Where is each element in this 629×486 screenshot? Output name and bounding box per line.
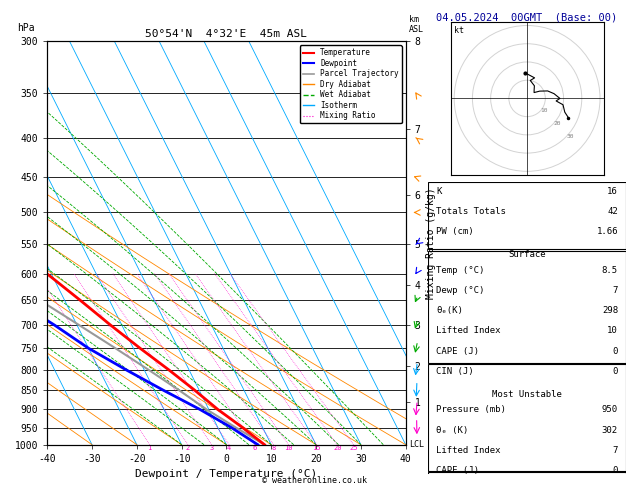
Text: Temp (°C): Temp (°C): [437, 265, 484, 275]
Text: 302: 302: [602, 426, 618, 434]
Text: 10: 10: [607, 326, 618, 335]
Text: © weatheronline.co.uk: © weatheronline.co.uk: [262, 476, 367, 485]
Text: 15: 15: [313, 445, 321, 451]
Text: kt: kt: [454, 26, 464, 35]
Text: 8: 8: [272, 445, 276, 451]
Text: Pressure (mb): Pressure (mb): [437, 405, 506, 414]
Y-axis label: Mixing Ratio (g/kg): Mixing Ratio (g/kg): [426, 187, 436, 299]
Text: 20: 20: [333, 445, 342, 451]
Text: 8.5: 8.5: [602, 265, 618, 275]
Text: 7: 7: [613, 286, 618, 295]
Text: 04.05.2024  00GMT  (Base: 00): 04.05.2024 00GMT (Base: 00): [437, 12, 618, 22]
Text: 30: 30: [567, 134, 574, 139]
Text: CAPE (J): CAPE (J): [437, 347, 479, 356]
Text: hPa: hPa: [17, 23, 35, 33]
Text: 42: 42: [607, 207, 618, 216]
Text: 0: 0: [613, 347, 618, 356]
Text: 3: 3: [209, 445, 214, 451]
Text: 7: 7: [613, 446, 618, 455]
Text: θₑ (K): θₑ (K): [437, 426, 469, 434]
Text: 10: 10: [540, 107, 548, 113]
Text: 0: 0: [613, 367, 618, 376]
Text: Dewp (°C): Dewp (°C): [437, 286, 484, 295]
Text: Lifted Index: Lifted Index: [437, 446, 501, 455]
Text: 6: 6: [253, 445, 257, 451]
Text: CIN (J): CIN (J): [437, 367, 474, 376]
Text: θₑ(K): θₑ(K): [437, 306, 463, 315]
Text: Lifted Index: Lifted Index: [437, 326, 501, 335]
Text: K: K: [437, 187, 442, 196]
Text: 20: 20: [554, 121, 561, 126]
Text: 10: 10: [284, 445, 292, 451]
Legend: Temperature, Dewpoint, Parcel Trajectory, Dry Adiabat, Wet Adiabat, Isotherm, Mi: Temperature, Dewpoint, Parcel Trajectory…: [299, 45, 402, 123]
Text: Totals Totals: Totals Totals: [437, 207, 506, 216]
Bar: [428, 364, 626, 471]
Text: 2: 2: [186, 445, 190, 451]
Text: Surface: Surface: [508, 250, 546, 260]
Bar: [428, 251, 626, 363]
Text: 16: 16: [607, 187, 618, 196]
Text: PW (cm): PW (cm): [437, 227, 474, 236]
Text: 950: 950: [602, 405, 618, 414]
X-axis label: Dewpoint / Temperature (°C): Dewpoint / Temperature (°C): [135, 469, 318, 479]
Text: 4: 4: [227, 445, 231, 451]
Text: Most Unstable: Most Unstable: [492, 390, 562, 399]
Text: km
ASL: km ASL: [409, 15, 424, 34]
Text: CAPE (J): CAPE (J): [437, 466, 479, 475]
Title: 50°54'N  4°32'E  45m ASL: 50°54'N 4°32'E 45m ASL: [145, 29, 308, 39]
Text: 298: 298: [602, 306, 618, 315]
Bar: [428, 182, 626, 249]
Bar: [428, 472, 626, 486]
Text: 25: 25: [349, 445, 358, 451]
Text: 0: 0: [613, 466, 618, 475]
Text: LCL: LCL: [409, 440, 425, 449]
Text: 1.66: 1.66: [596, 227, 618, 236]
Text: 1: 1: [148, 445, 152, 451]
